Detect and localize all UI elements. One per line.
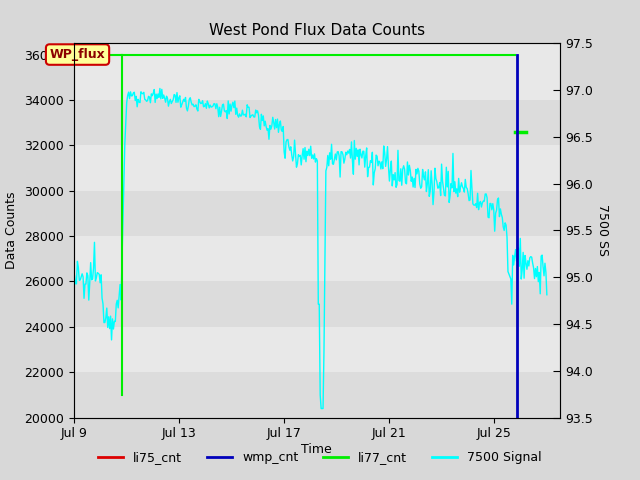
Bar — [74, 191, 560, 236]
Y-axis label: Data Counts: Data Counts — [6, 192, 19, 269]
Bar — [74, 145, 560, 191]
Bar — [74, 236, 560, 281]
Bar — [74, 327, 560, 372]
Text: WP_flux: WP_flux — [50, 48, 106, 61]
Title: West Pond Flux Data Counts: West Pond Flux Data Counts — [209, 23, 425, 38]
Bar — [74, 55, 560, 100]
X-axis label: Time: Time — [301, 443, 332, 456]
Bar — [74, 100, 560, 145]
Y-axis label: 7500 SS: 7500 SS — [596, 204, 609, 256]
Bar — [74, 372, 560, 418]
Bar — [74, 281, 560, 327]
Legend: li75_cnt, wmp_cnt, li77_cnt, 7500 Signal: li75_cnt, wmp_cnt, li77_cnt, 7500 Signal — [93, 446, 547, 469]
